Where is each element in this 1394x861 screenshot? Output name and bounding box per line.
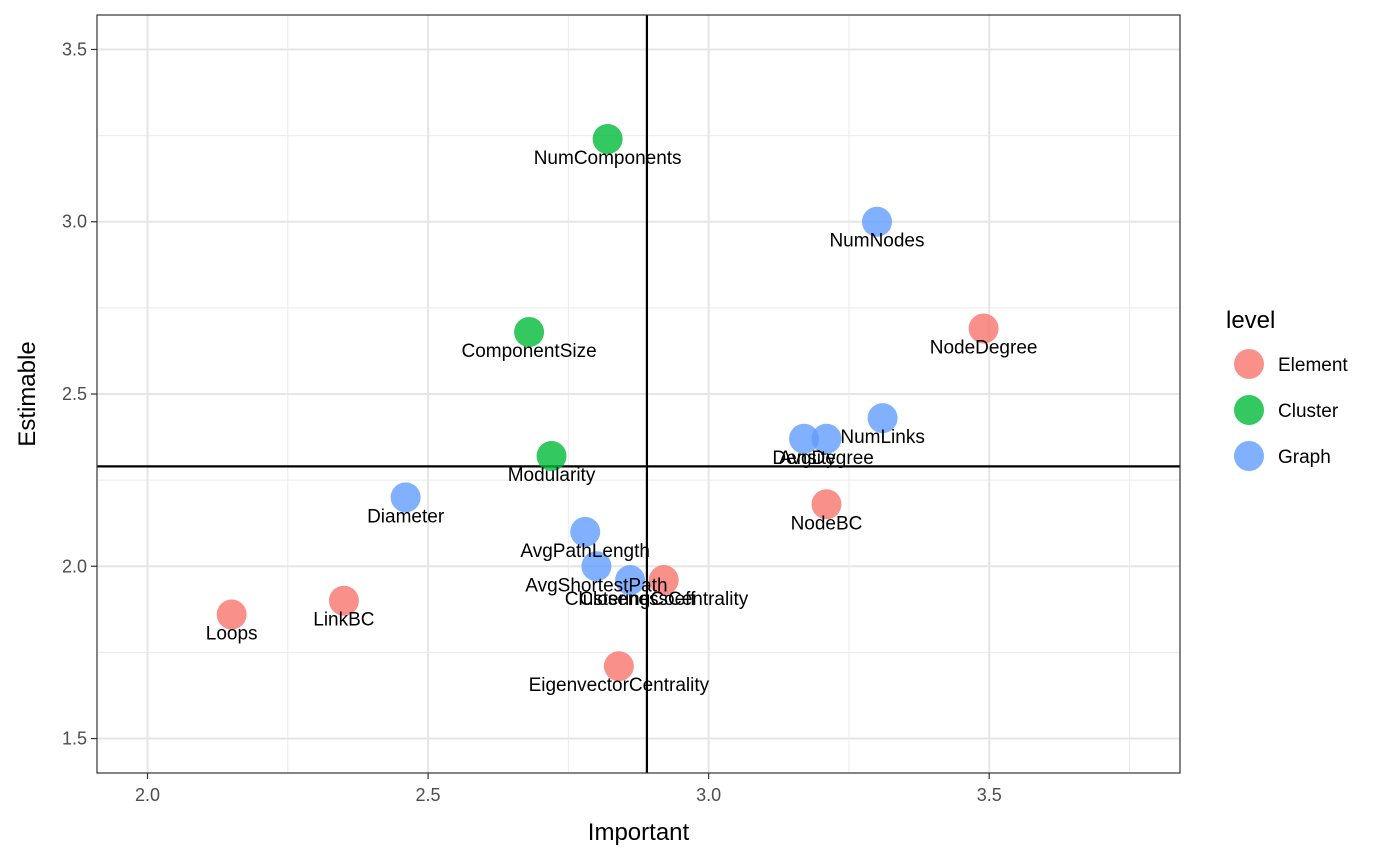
y-tick-label: 3.5 <box>62 39 87 59</box>
y-tick-label: 2.5 <box>62 384 87 404</box>
y-tick-label: 2.0 <box>62 556 87 576</box>
x-tick-label: 3.5 <box>977 785 1002 805</box>
y-axis-title: Estimable <box>14 341 41 446</box>
x-axis-title: Important <box>588 819 690 846</box>
point-label: ClusteringCoeff <box>565 589 696 610</box>
data-point-closenesscentrality <box>648 565 679 596</box>
x-axis: 2.0 2.5 3.0 3.5 <box>135 773 1002 805</box>
point-label: AvgDegree <box>779 448 874 469</box>
legend-key-graph <box>1234 441 1264 471</box>
legend-label: Cluster <box>1278 401 1339 422</box>
data-points <box>216 124 999 682</box>
point-label: Density <box>772 448 836 469</box>
data-point-modularity <box>536 441 567 472</box>
data-point-clusteringcoeff <box>615 565 646 596</box>
x-tick-label: 2.0 <box>135 785 160 805</box>
point-label: NumNodes <box>829 231 924 252</box>
data-point-avgdegree <box>811 423 842 454</box>
point-label: NumLinks <box>840 427 924 448</box>
data-point-nodedegree <box>968 313 999 344</box>
data-point-numcomponents <box>592 124 623 155</box>
legend-label: Graph <box>1278 447 1331 468</box>
point-labels: NumComponents NumNodes NodeDegree Component… <box>206 148 1038 696</box>
data-point-nodebc <box>811 489 842 520</box>
point-label: LinkBC <box>313 610 374 631</box>
legend-label: Element <box>1278 355 1348 376</box>
legend: level Element Cluster Graph <box>1226 307 1348 471</box>
point-label: AvgPathLength <box>520 541 650 562</box>
data-point-numlinks <box>867 403 898 434</box>
major-gridlines <box>97 15 1180 773</box>
y-tick-label: 3.0 <box>62 212 87 232</box>
point-label: ClosenessCentrality <box>579 589 748 610</box>
point-label: AvgShortestPath <box>525 575 667 596</box>
data-point-avgpathlength <box>570 516 601 547</box>
point-label: ComponentSize <box>461 341 596 362</box>
point-label: Loops <box>206 624 258 645</box>
x-tick-label: 3.0 <box>696 785 721 805</box>
point-label: EigenvectorCentrality <box>529 675 710 696</box>
data-point-componentsize <box>514 316 545 347</box>
data-point-eigenvectorcentrality <box>603 651 634 682</box>
data-point-avgshortestpath <box>581 551 612 582</box>
y-tick-label: 1.5 <box>62 729 87 749</box>
point-label: Diameter <box>367 506 445 527</box>
y-axis: 1.5 2.0 2.5 3.0 3.5 <box>62 39 97 749</box>
x-tick-label: 2.5 <box>416 785 441 805</box>
point-label: NumComponents <box>534 148 682 169</box>
data-point-density <box>789 423 820 454</box>
data-point-loops <box>216 599 247 630</box>
point-label: NodeDegree <box>930 338 1038 359</box>
reference-lines <box>97 15 1180 773</box>
legend-key-element <box>1234 349 1264 379</box>
data-point-linkbc <box>328 585 359 616</box>
point-label: Modularity <box>508 465 596 486</box>
data-point-diameter <box>390 482 421 513</box>
legend-title: level <box>1226 307 1275 334</box>
legend-key-cluster <box>1234 395 1264 425</box>
point-label: NodeBC <box>791 513 863 534</box>
data-point-numnodes <box>861 206 892 237</box>
